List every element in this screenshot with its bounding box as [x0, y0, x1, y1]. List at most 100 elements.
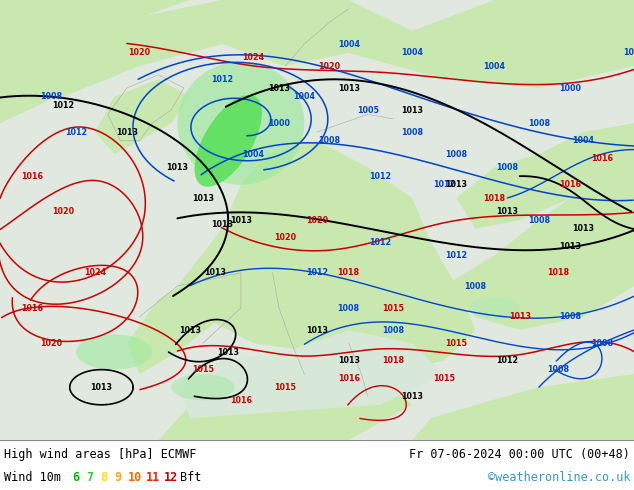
- Text: 1016: 1016: [230, 396, 252, 405]
- Text: 1013: 1013: [338, 356, 359, 366]
- Text: 1016: 1016: [338, 374, 359, 383]
- Text: 1008: 1008: [496, 163, 518, 172]
- Text: 1015: 1015: [446, 339, 467, 348]
- FancyBboxPatch shape: [0, 0, 634, 440]
- Ellipse shape: [178, 62, 304, 185]
- Text: 1013: 1013: [401, 392, 423, 400]
- Text: 1018: 1018: [547, 269, 569, 277]
- Polygon shape: [95, 79, 190, 154]
- Text: 1015: 1015: [382, 303, 404, 313]
- Text: 1020: 1020: [53, 207, 74, 216]
- Text: 1020: 1020: [275, 233, 296, 242]
- Text: 1013: 1013: [509, 312, 531, 321]
- Polygon shape: [444, 185, 634, 330]
- Text: 1005: 1005: [357, 105, 378, 115]
- Text: 1008: 1008: [528, 119, 550, 128]
- Text: 1008: 1008: [40, 92, 61, 101]
- Text: 1013: 1013: [116, 127, 138, 137]
- Text: 1004: 1004: [243, 149, 264, 158]
- Text: 1015: 1015: [433, 374, 455, 383]
- Ellipse shape: [469, 297, 520, 319]
- Text: 1012: 1012: [496, 356, 518, 366]
- Text: 1020: 1020: [129, 49, 150, 57]
- Text: Wind 10m: Wind 10m: [4, 470, 61, 484]
- Text: 1012: 1012: [446, 251, 467, 260]
- Text: 1004: 1004: [294, 92, 315, 101]
- Ellipse shape: [171, 374, 235, 400]
- Text: 1016: 1016: [21, 303, 42, 313]
- Ellipse shape: [76, 334, 152, 369]
- Text: 1020: 1020: [40, 339, 61, 348]
- Polygon shape: [127, 273, 241, 374]
- Text: 1008: 1008: [528, 216, 550, 224]
- Text: 1013: 1013: [560, 242, 581, 251]
- Text: 1013: 1013: [179, 325, 201, 335]
- Polygon shape: [456, 123, 634, 229]
- Text: 1013: 1013: [573, 224, 594, 233]
- Text: 1013: 1013: [205, 269, 226, 277]
- Text: High wind areas [hPa] ECMWF: High wind areas [hPa] ECMWF: [4, 447, 197, 461]
- Text: 1018: 1018: [382, 356, 404, 366]
- Text: 1018: 1018: [338, 269, 359, 277]
- Text: ©weatheronline.co.uk: ©weatheronline.co.uk: [488, 470, 630, 484]
- Text: Fr 07-06-2024 00:00 UTC (00+48): Fr 07-06-2024 00:00 UTC (00+48): [409, 447, 630, 461]
- Text: 7: 7: [86, 470, 93, 484]
- Polygon shape: [178, 141, 476, 374]
- Text: 1013: 1013: [230, 216, 252, 224]
- Text: 1000: 1000: [560, 83, 581, 93]
- Text: 1008: 1008: [319, 136, 340, 146]
- Text: 1013: 1013: [401, 105, 423, 115]
- Text: 1004: 1004: [401, 49, 423, 57]
- Text: 1012: 1012: [370, 172, 391, 180]
- Text: 6: 6: [72, 470, 79, 484]
- Text: 1012: 1012: [53, 101, 74, 110]
- Text: 1008: 1008: [592, 339, 613, 348]
- Text: 9: 9: [114, 470, 121, 484]
- Ellipse shape: [195, 95, 262, 187]
- Text: 10: 10: [128, 470, 142, 484]
- Text: 1008: 1008: [382, 325, 404, 335]
- Text: 1018: 1018: [484, 194, 505, 202]
- Text: 1008: 1008: [338, 303, 359, 313]
- Text: 1013: 1013: [496, 207, 518, 216]
- Text: 1000: 1000: [268, 119, 290, 128]
- Text: 1008: 1008: [547, 365, 569, 374]
- Text: 1024: 1024: [84, 269, 106, 277]
- Text: 1013: 1013: [338, 83, 359, 93]
- Text: 1015: 1015: [192, 365, 214, 374]
- Text: 1013: 1013: [306, 325, 328, 335]
- Text: 11: 11: [146, 470, 160, 484]
- Text: 1012: 1012: [306, 269, 328, 277]
- Text: 1012: 1012: [433, 180, 455, 189]
- Text: 1012: 1012: [211, 74, 233, 84]
- Text: 1020: 1020: [319, 62, 340, 71]
- Text: 1013: 1013: [446, 180, 467, 189]
- Text: 1012: 1012: [65, 127, 87, 137]
- Polygon shape: [0, 0, 634, 110]
- Polygon shape: [178, 330, 444, 418]
- Text: 1013: 1013: [217, 347, 239, 357]
- Text: 1000: 1000: [623, 49, 634, 57]
- Text: 1016: 1016: [21, 172, 42, 180]
- Text: 1012: 1012: [370, 238, 391, 246]
- Text: Bft: Bft: [180, 470, 202, 484]
- Text: 1004: 1004: [484, 62, 505, 71]
- Polygon shape: [158, 374, 412, 440]
- Text: 1013: 1013: [91, 383, 112, 392]
- Text: 1013: 1013: [211, 220, 233, 229]
- Text: 1008: 1008: [560, 312, 581, 321]
- Text: 1008: 1008: [401, 127, 423, 137]
- Text: 1004: 1004: [573, 136, 594, 146]
- Text: 1016: 1016: [592, 154, 613, 163]
- Text: 8: 8: [100, 470, 107, 484]
- Text: 12: 12: [164, 470, 178, 484]
- Text: 1013: 1013: [268, 83, 290, 93]
- Text: 1015: 1015: [275, 383, 296, 392]
- Text: 1024: 1024: [243, 53, 264, 62]
- Polygon shape: [0, 0, 190, 123]
- Text: 1020: 1020: [306, 216, 328, 224]
- Text: 1004: 1004: [338, 40, 359, 49]
- Text: 1008: 1008: [446, 149, 467, 158]
- Polygon shape: [412, 374, 634, 440]
- Text: 1013: 1013: [167, 163, 188, 172]
